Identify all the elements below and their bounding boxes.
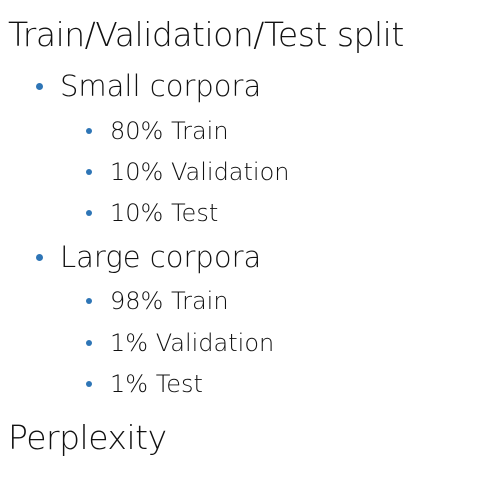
sub-bullet <box>86 340 92 346</box>
sub-bullet-text: 10% Validation <box>110 158 290 186</box>
sub-bullet <box>86 298 92 304</box>
sub-bullet <box>86 381 92 387</box>
bullet-text: Large corpora <box>60 240 262 274</box>
sub-bullet-text: 10% Test <box>110 199 219 227</box>
bullet-text: Small corpora <box>60 69 262 103</box>
sub-bullet-text: 98% Train <box>110 287 229 315</box>
sub-bullet <box>86 128 92 134</box>
bullet <box>36 83 43 90</box>
sub-bullet <box>86 169 92 175</box>
sub-bullet-text: 80% Train <box>110 117 229 145</box>
sub-bullet-text: 1% Validation <box>110 329 275 357</box>
bullet <box>36 254 43 261</box>
heading: Perplexity <box>8 418 167 457</box>
sub-bullet <box>86 210 92 216</box>
sub-bullet-text: 1% Test <box>110 370 203 398</box>
heading: Train/Validation/Test split <box>8 15 404 54</box>
